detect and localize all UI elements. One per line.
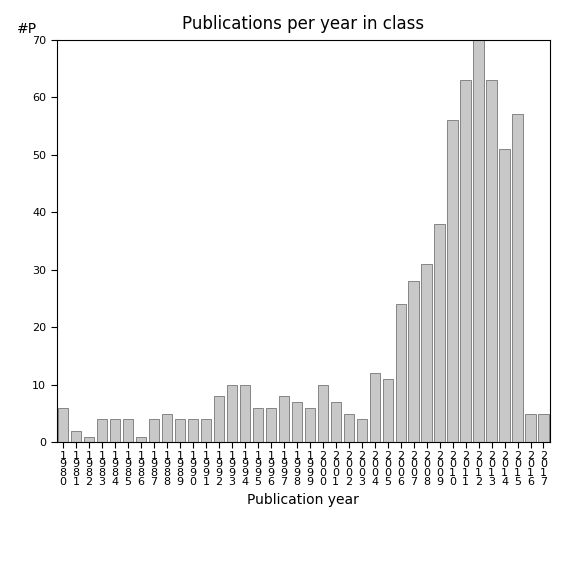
Bar bbox=[460, 80, 471, 442]
Bar bbox=[214, 396, 224, 442]
Bar bbox=[175, 419, 185, 442]
Bar bbox=[227, 385, 237, 442]
Bar bbox=[136, 437, 146, 442]
Bar bbox=[408, 281, 419, 442]
Bar bbox=[291, 402, 302, 442]
Bar bbox=[538, 413, 549, 442]
Bar bbox=[253, 408, 263, 442]
Bar bbox=[383, 379, 393, 442]
Bar bbox=[123, 419, 133, 442]
Bar bbox=[71, 431, 82, 442]
Title: Publications per year in class: Publications per year in class bbox=[182, 15, 425, 32]
Bar bbox=[188, 419, 198, 442]
Bar bbox=[58, 408, 69, 442]
Bar bbox=[162, 413, 172, 442]
Bar bbox=[318, 385, 328, 442]
Bar bbox=[500, 149, 510, 442]
Text: #P: #P bbox=[17, 22, 37, 36]
Bar bbox=[331, 402, 341, 442]
Bar bbox=[266, 408, 276, 442]
Bar bbox=[434, 224, 445, 442]
Bar bbox=[525, 413, 536, 442]
Bar bbox=[421, 264, 432, 442]
Bar bbox=[304, 408, 315, 442]
Bar bbox=[278, 396, 289, 442]
Bar bbox=[486, 80, 497, 442]
Bar bbox=[357, 419, 367, 442]
Bar bbox=[97, 419, 107, 442]
Bar bbox=[447, 120, 458, 442]
Bar bbox=[84, 437, 94, 442]
Bar bbox=[149, 419, 159, 442]
Bar bbox=[201, 419, 211, 442]
Bar bbox=[344, 413, 354, 442]
Bar bbox=[513, 115, 523, 442]
X-axis label: Publication year: Publication year bbox=[247, 493, 359, 506]
Bar bbox=[396, 304, 406, 442]
Bar bbox=[240, 385, 250, 442]
Bar bbox=[473, 40, 484, 442]
Bar bbox=[370, 373, 380, 442]
Bar bbox=[110, 419, 120, 442]
